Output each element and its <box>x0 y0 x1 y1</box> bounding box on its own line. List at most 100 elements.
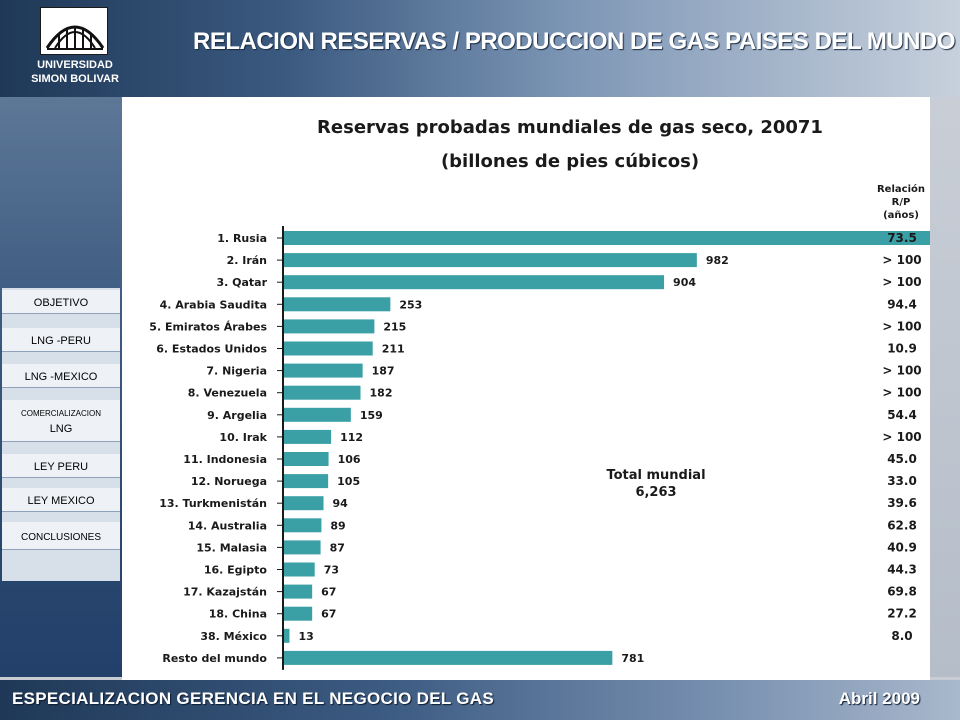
bar-value-label: 67 <box>321 608 336 621</box>
bar-value-label: 215 <box>383 320 406 333</box>
nav-item-ley-mexico[interactable]: LEY MEXICO <box>2 488 120 512</box>
rp-ratio-label: > 100 <box>882 386 921 400</box>
data-bar <box>284 385 361 400</box>
category-label: 4. Arabia Saudita <box>160 298 267 311</box>
bar-value-label: 982 <box>706 254 729 267</box>
category-label: 9. Argelia <box>207 409 267 422</box>
category-label: 1. Rusia <box>217 232 267 245</box>
data-bar <box>284 231 947 245</box>
bar-value-label: 112 <box>340 431 363 444</box>
nav-item-objetivo[interactable]: OBJETIVO <box>2 290 120 314</box>
nav-item-ley-peru[interactable]: LEY PERU <box>2 454 120 478</box>
data-bar <box>284 275 665 290</box>
category-label: 7. Nigeria <box>206 365 267 378</box>
rp-ratio-label: 62.8 <box>887 518 917 532</box>
university-line1: UNIVERSIDAD <box>37 59 113 71</box>
data-bar <box>284 628 290 643</box>
chart-title: Reservas probadas mundiales de gas seco,… <box>317 117 823 138</box>
footer-date: Abril 2009 <box>838 689 920 708</box>
bar-value-label: 253 <box>399 298 422 311</box>
bar-value-label: 13 <box>298 630 313 643</box>
bar-value-label: 87 <box>330 541 345 554</box>
chart-subtitle: (billones de pies cúbicos) <box>441 151 699 172</box>
bar-value-label: 781 <box>621 652 644 665</box>
university-logo-icon <box>45 25 105 50</box>
category-label: 18. China <box>209 608 267 621</box>
nav-item-label: CONCLUSIONES <box>20 532 101 543</box>
data-bar <box>284 606 313 621</box>
total-label: Total mundial <box>606 468 705 483</box>
nav-menu: OBJETIVO LNG -PERU LNG -MEXICO COMERCIAL… <box>2 288 120 581</box>
rp-ratio-label: > 100 <box>882 364 921 378</box>
nav-item-lng-peru[interactable]: LNG -PERU <box>2 328 120 352</box>
data-bar <box>284 474 329 489</box>
university-logo <box>40 7 108 55</box>
bar-value-label: 73 <box>324 564 339 577</box>
bar-value-label: 904 <box>673 276 696 289</box>
category-label: 10. Irak <box>219 431 267 444</box>
university-name: UNIVERSIDAD SIMON BOLIVAR <box>0 58 150 86</box>
bar-value-label: 182 <box>370 387 393 400</box>
rp-header-line1: Relación <box>877 183 925 195</box>
rp-ratio-label: 94.4 <box>887 297 917 311</box>
data-bar <box>284 363 363 378</box>
data-bar <box>284 650 613 665</box>
rp-ratio-label: 40.9 <box>887 540 917 554</box>
nav-item-sublabel: COMERCIALIZACION <box>20 409 101 418</box>
data-bar <box>284 540 321 555</box>
nav-item-conclusiones[interactable]: CONCLUSIONES <box>2 522 120 550</box>
bar-value-label: 94 <box>333 497 349 510</box>
rp-header-line3: (años) <box>883 210 919 221</box>
right-margin <box>930 97 960 677</box>
category-label: 17. Kazajstán <box>183 586 267 599</box>
data-bar <box>284 584 313 599</box>
bar-value-label: 106 <box>338 453 361 466</box>
rp-ratio-label: 39.6 <box>887 496 917 510</box>
rp-ratio-label: > 100 <box>882 319 921 333</box>
bar-value-label: 187 <box>372 365 395 378</box>
chart-panel: Reservas probadas mundiales de gas seco,… <box>122 97 960 680</box>
rp-ratio-label: > 100 <box>882 430 921 444</box>
category-label: 2. Irán <box>227 254 267 267</box>
footer-bar: ESPECIALIZACION GERENCIA EN EL NEGOCIO D… <box>0 680 960 720</box>
data-bar <box>284 319 375 334</box>
category-label: 14. Australia <box>188 519 267 532</box>
data-bar <box>284 253 697 268</box>
category-label: 3. Qatar <box>216 276 267 289</box>
rp-ratio-label: 33.0 <box>887 474 917 488</box>
header-bar: UNIVERSIDAD SIMON BOLIVAR RELACION RESER… <box>0 0 960 97</box>
nav-item-comercializacion-lng[interactable]: COMERCIALIZACION LNG <box>2 400 120 442</box>
rp-ratio-label: > 100 <box>882 275 921 289</box>
data-bar <box>284 452 329 466</box>
rp-ratio-label: 10.9 <box>887 342 917 356</box>
category-label: 15. Malasia <box>196 541 267 554</box>
data-bar <box>284 562 315 577</box>
nav-item-label: LEY PERU <box>33 461 89 473</box>
rp-ratio-label: > 100 <box>882 253 921 267</box>
data-bar <box>284 341 373 356</box>
rp-ratio-label: 45.0 <box>887 452 917 466</box>
category-label: 11. Indonesia <box>183 453 267 466</box>
rp-ratio-label: 44.3 <box>887 563 917 577</box>
bar-value-label: 89 <box>330 519 345 532</box>
rp-ratio-label: 54.4 <box>887 408 917 422</box>
bar-value-label: 105 <box>337 475 360 488</box>
nav-item-lng-mexico[interactable]: LNG -MEXICO <box>2 364 120 388</box>
nav-item-label: LNG -PERU <box>31 335 91 347</box>
category-label: Resto del mundo <box>162 652 267 665</box>
category-label: 12. Noruega <box>191 475 267 488</box>
bar-value-label: 211 <box>382 343 405 356</box>
category-label: 38. México <box>200 630 267 643</box>
data-bar <box>284 429 332 444</box>
data-bar <box>284 297 391 312</box>
category-label: 6. Estados Unidos <box>156 343 267 356</box>
university-line2: SIMON BOLIVAR <box>31 73 119 85</box>
nav-item-label: LNG <box>49 423 73 435</box>
rp-ratio-label: 69.8 <box>887 585 917 599</box>
category-label: 5. Emiratos Árabes <box>149 320 267 333</box>
rp-header-line2: R/P <box>892 197 911 208</box>
total-value: 6,263 <box>635 485 676 500</box>
rp-ratio-label: 8.0 <box>891 629 912 643</box>
bar-value-label: 67 <box>321 586 336 599</box>
reserves-bar-chart: Reservas probadas mundiales de gas seco,… <box>149 117 960 670</box>
